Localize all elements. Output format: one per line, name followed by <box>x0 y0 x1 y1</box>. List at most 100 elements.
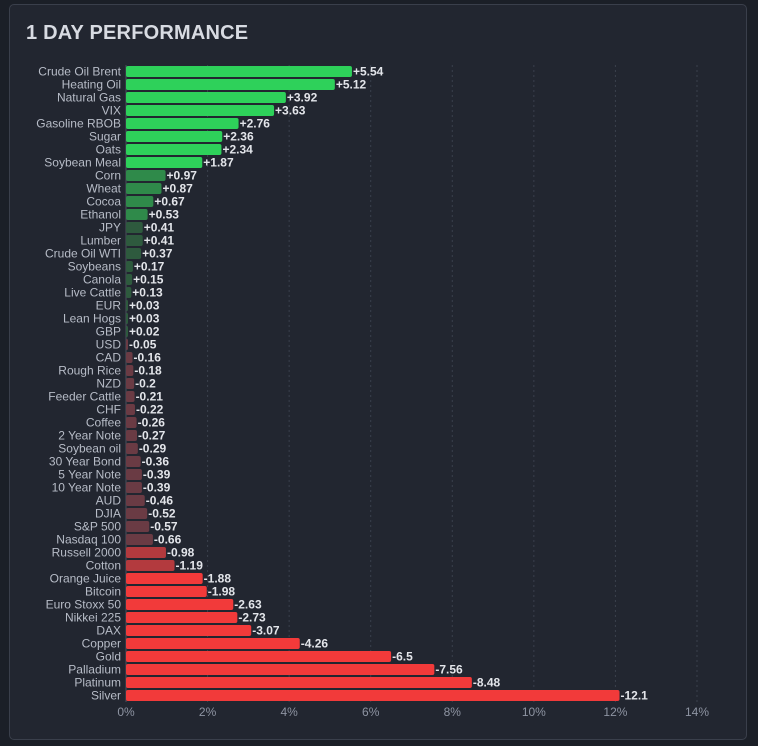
value-label: -0.05 <box>129 338 157 352</box>
bar <box>126 300 128 311</box>
value-label: -0.18 <box>134 364 162 378</box>
category-label: Orange Juice <box>50 572 122 586</box>
bar <box>126 560 175 571</box>
x-tick-label: 6% <box>362 705 380 719</box>
category-label: Cocoa <box>86 195 121 209</box>
bar <box>126 313 128 324</box>
bar <box>126 144 222 155</box>
category-label: Gasoline RBOB <box>36 117 121 131</box>
category-label: GBP <box>96 325 121 339</box>
category-label: Coffee <box>86 416 121 430</box>
value-label: +3.63 <box>275 104 306 118</box>
value-label: +2.76 <box>240 117 271 131</box>
category-label: Cotton <box>86 559 121 573</box>
category-label: Euro Stoxx 50 <box>46 598 122 612</box>
category-label: DJIA <box>95 507 121 521</box>
category-label: Lean Hogs <box>63 312 121 326</box>
bar <box>126 274 133 285</box>
value-label: +2.36 <box>223 130 254 144</box>
value-label: -4.26 <box>301 637 329 651</box>
bar <box>126 209 148 220</box>
bar <box>126 378 135 389</box>
category-label: Heating Oil <box>62 78 121 92</box>
bar <box>126 118 239 129</box>
bar <box>126 352 133 363</box>
category-label: NZD <box>96 377 121 391</box>
bar <box>126 469 142 480</box>
value-label: -0.22 <box>136 403 164 417</box>
bar <box>126 443 138 454</box>
value-label: +0.15 <box>133 273 164 287</box>
value-label: -2.73 <box>238 611 266 625</box>
value-label: -0.29 <box>139 442 167 456</box>
bar <box>126 690 620 701</box>
bar <box>126 482 142 493</box>
bar <box>126 235 143 246</box>
value-label: +5.54 <box>353 65 384 79</box>
bar <box>126 287 132 298</box>
category-label: 5 Year Note <box>58 468 121 482</box>
value-label: +1.87 <box>203 156 234 170</box>
value-label: -0.39 <box>143 468 171 482</box>
category-label: Soybean oil <box>58 442 121 456</box>
bar <box>126 66 352 77</box>
value-label: +0.37 <box>142 247 173 261</box>
bar <box>126 664 435 675</box>
bar <box>126 183 162 194</box>
value-label: -1.88 <box>204 572 232 586</box>
value-label: +2.34 <box>222 143 253 157</box>
value-label: -0.98 <box>167 546 195 560</box>
category-label: Crude Oil Brent <box>38 65 121 79</box>
category-label: CAD <box>96 351 122 365</box>
category-label: Wheat <box>86 182 121 196</box>
bar <box>126 196 154 207</box>
bar <box>126 547 166 558</box>
category-label: CHF <box>96 403 121 417</box>
category-label: DAX <box>96 624 121 638</box>
bar <box>126 365 134 376</box>
value-label: -12.1 <box>621 689 649 703</box>
bar <box>126 456 141 467</box>
category-label: Gold <box>96 650 121 664</box>
value-label: -8.48 <box>473 676 501 690</box>
value-label: +0.02 <box>129 325 160 339</box>
bar <box>126 417 137 428</box>
value-label: +0.97 <box>167 169 198 183</box>
bar <box>126 261 133 272</box>
value-label: -0.39 <box>143 481 171 495</box>
category-label: Rough Rice <box>58 364 121 378</box>
x-tick-label: 8% <box>444 705 462 719</box>
bar <box>126 391 135 402</box>
value-label: +3.92 <box>287 91 318 105</box>
x-tick-label: 0% <box>117 705 135 719</box>
value-label: +0.41 <box>144 221 175 235</box>
bar <box>126 248 142 259</box>
bar <box>126 508 148 519</box>
category-label: Bitcoin <box>85 585 121 599</box>
category-label: 10 Year Note <box>52 481 122 495</box>
category-label: EUR <box>96 299 122 313</box>
bar <box>126 651 392 662</box>
category-label: 2 Year Note <box>58 429 121 443</box>
bar <box>126 131 223 142</box>
category-label: VIX <box>102 104 121 118</box>
bar <box>126 105 275 116</box>
value-label: -0.66 <box>154 533 182 547</box>
category-label: Ethanol <box>80 208 121 222</box>
bar <box>126 534 153 545</box>
bar <box>126 638 300 649</box>
value-label: -0.52 <box>148 507 176 521</box>
bar <box>126 157 203 168</box>
value-label: -0.26 <box>138 416 166 430</box>
category-label: Lumber <box>80 234 121 248</box>
bar <box>126 612 238 623</box>
category-label: Sugar <box>89 130 121 144</box>
value-label: -7.56 <box>435 663 463 677</box>
chart-title: 1 DAY PERFORMANCE <box>26 22 249 44</box>
category-label: Nasdaq 100 <box>56 533 121 547</box>
category-label: Copper <box>82 637 121 651</box>
category-label: Oats <box>96 143 121 157</box>
category-label: Natural Gas <box>57 91 121 105</box>
bar <box>126 326 128 337</box>
bar <box>126 625 252 636</box>
